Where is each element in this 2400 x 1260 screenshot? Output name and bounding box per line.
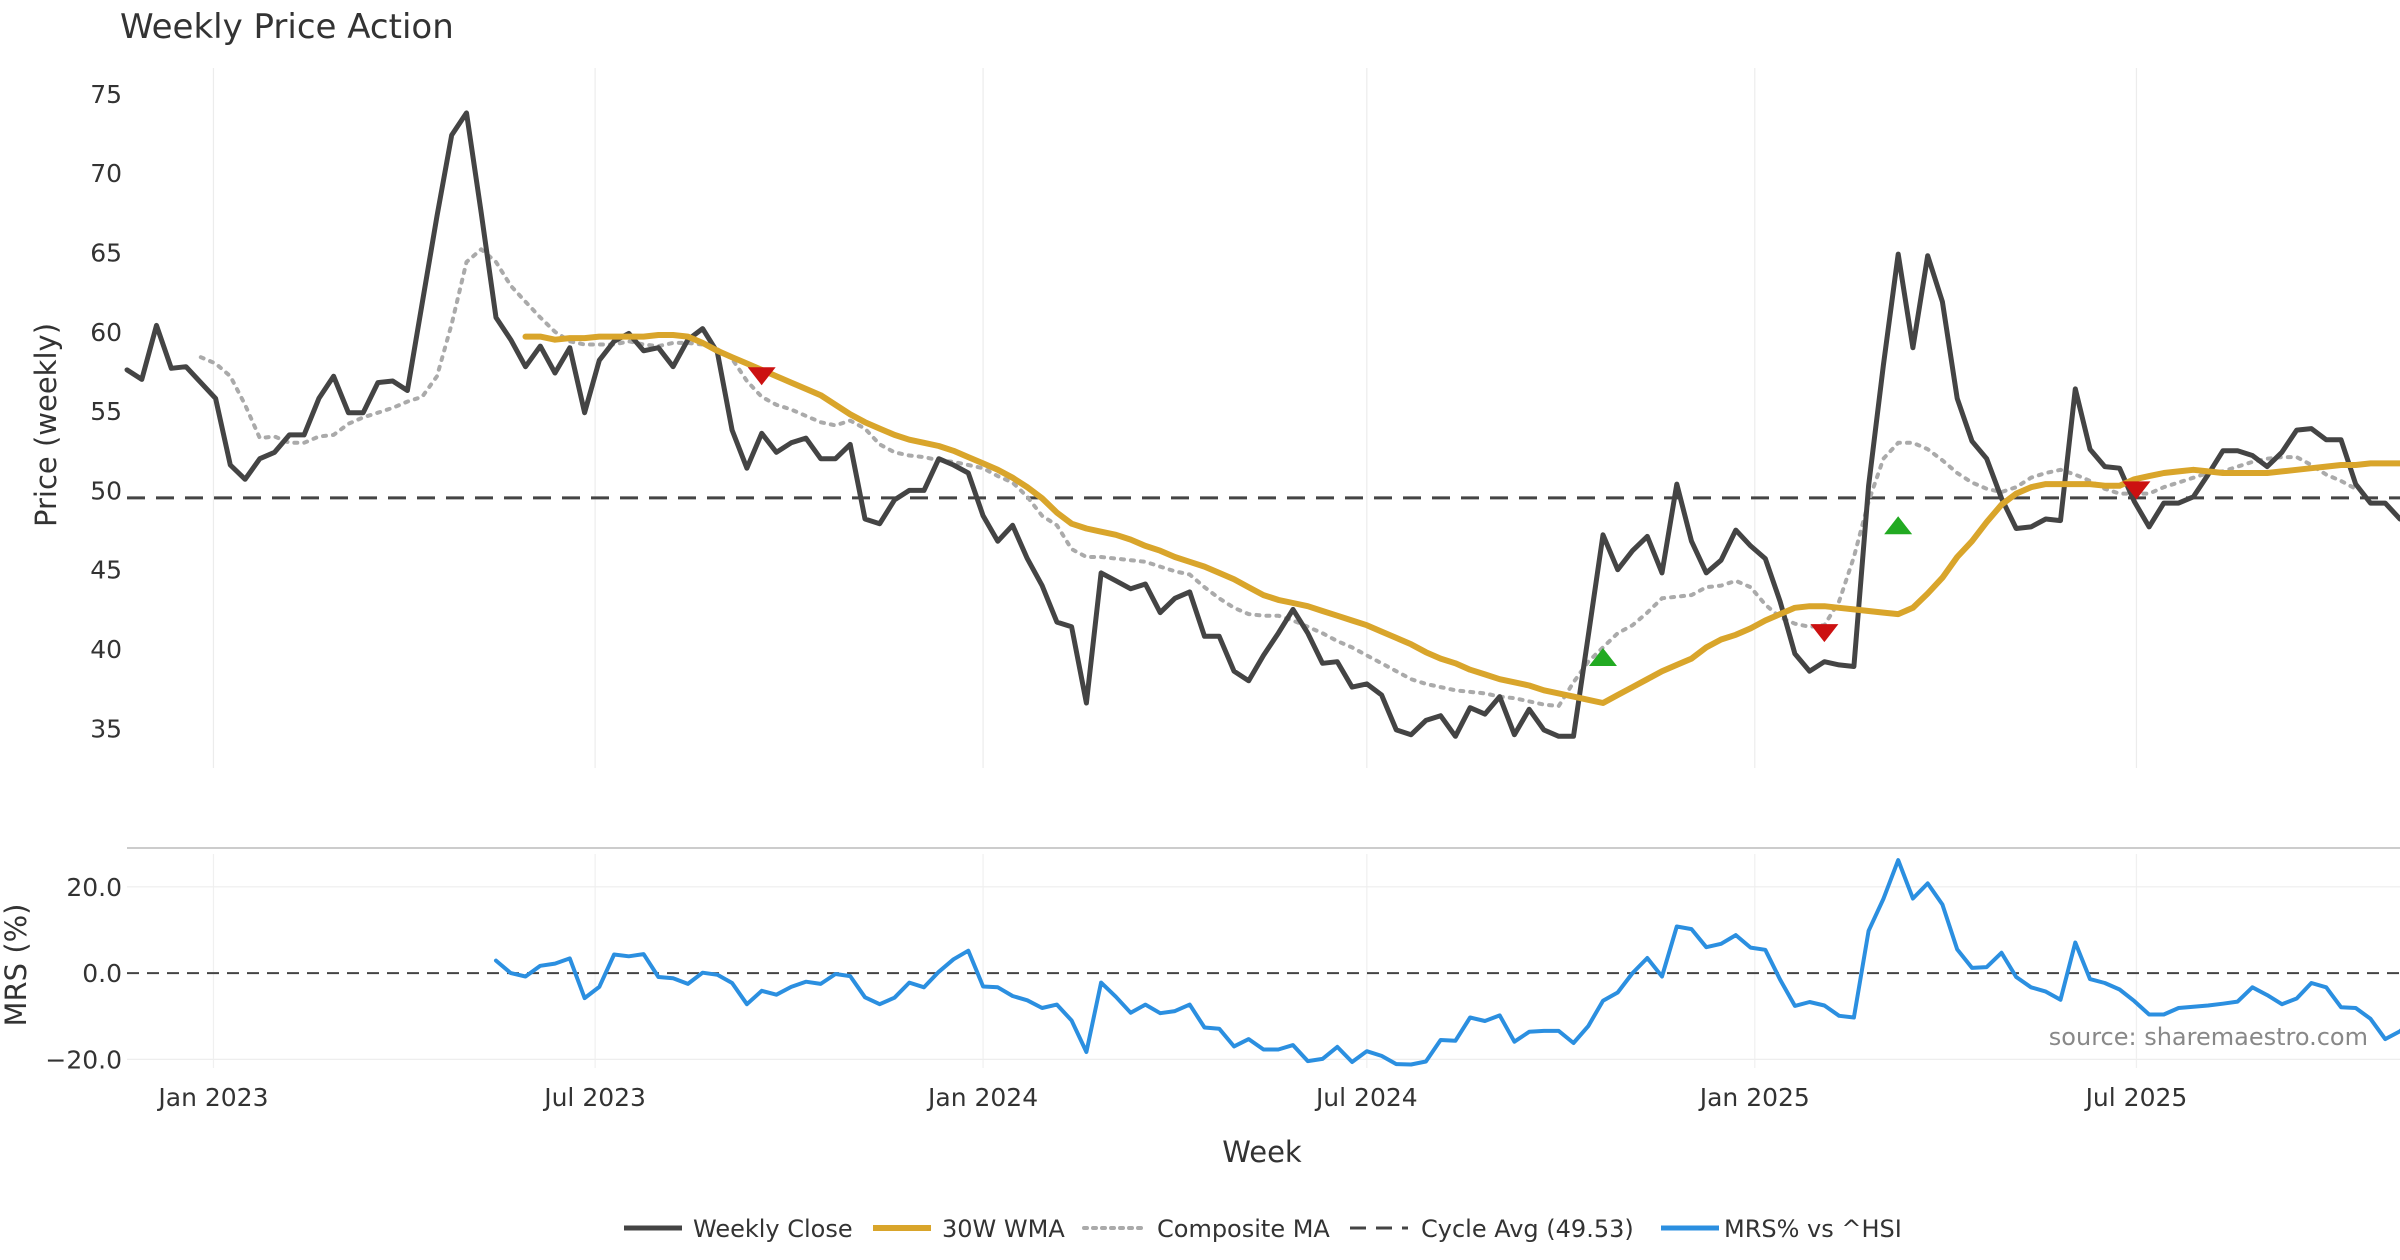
buy-signal-marker — [1884, 516, 1913, 535]
legend: Weekly Close 30W WMA Composite MA Cycle … — [624, 1215, 1902, 1243]
legend-label-weekly-close: Weekly Close — [693, 1215, 853, 1243]
sell-signal-marker — [2122, 481, 2151, 500]
legend-label-composite-ma: Composite MA — [1157, 1215, 1330, 1243]
x-tick-label: Jul 2024 — [1314, 1083, 1418, 1112]
main-y-tick-label: 55 — [90, 397, 122, 426]
chart-title: Weekly Price Action — [120, 7, 454, 47]
x-tick-label: Jan 2024 — [926, 1083, 1038, 1112]
series-line-weekly-close — [124, 110, 2400, 739]
main-y-tick-label: 65 — [90, 238, 122, 267]
buy-signal-marker — [1588, 647, 1617, 666]
legend-label-cycle-avg: Cycle Avg (49.53) — [1421, 1215, 1634, 1243]
legend-item-weekly-close: Weekly Close — [624, 1215, 853, 1243]
main-y-tick-label: 45 — [90, 556, 122, 585]
main-y-tick-label: 70 — [90, 159, 122, 188]
mrs-y-axis-label: MRS (%) — [0, 904, 33, 1027]
mrs-y-tick-label: −20.0 — [45, 1045, 122, 1074]
series-line-30w-wma — [522, 332, 2400, 706]
main-y-tick-label: 60 — [90, 318, 122, 347]
legend-item-30w-wma: 30W WMA — [873, 1215, 1065, 1243]
mrs-y-tick-label: 0.0 — [82, 959, 122, 988]
legend-item-cycle-avg: Cycle Avg (49.53) — [1350, 1215, 1634, 1243]
main-y-axis-label: Price (weekly) — [29, 323, 63, 527]
x-tick-label: Jan 2023 — [156, 1083, 268, 1112]
legend-label-mrs: MRS% vs ^HSI — [1724, 1215, 1902, 1243]
x-tick-label: Jul 2025 — [2084, 1083, 2188, 1112]
mrs-y-tick-label: 20.0 — [66, 873, 122, 902]
x-axis-label: Week — [1222, 1135, 1302, 1169]
legend-label-30w-wma: 30W WMA — [942, 1215, 1065, 1243]
sell-signal-marker — [1810, 624, 1839, 643]
main-y-tick-label: 35 — [90, 714, 122, 743]
main-y-tick-label: 40 — [90, 635, 122, 664]
series-line-mrs-vs-hsi — [494, 858, 2400, 1067]
sell-signal-marker — [747, 367, 776, 386]
x-tick-label: Jan 2025 — [1698, 1083, 1810, 1112]
legend-item-composite-ma: Composite MA — [1082, 1215, 1330, 1243]
legend-item-mrs: MRS% vs ^HSI — [1661, 1215, 1902, 1243]
main-y-tick-label: 50 — [90, 476, 122, 505]
main-y-tick-label: 75 — [90, 80, 122, 109]
x-tick-label: Jul 2023 — [542, 1083, 646, 1112]
source-note: source: sharemaestro.com — [2049, 1023, 2368, 1051]
